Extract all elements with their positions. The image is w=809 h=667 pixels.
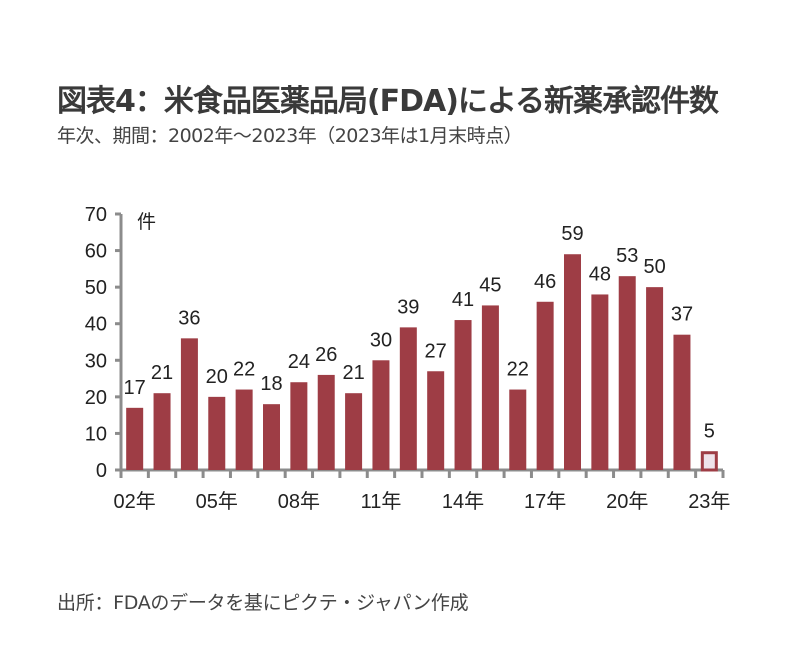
- bar: [263, 404, 280, 470]
- x-tick-label: 11年: [361, 490, 402, 513]
- bar: [564, 254, 581, 470]
- data-label: 26: [315, 344, 337, 366]
- data-label: 30: [370, 329, 392, 351]
- data-label: 24: [288, 351, 310, 373]
- bar: [591, 294, 609, 470]
- bars: [126, 254, 718, 472]
- data-label: 48: [589, 263, 611, 285]
- data-label: 46: [534, 271, 556, 293]
- bar: [481, 305, 499, 470]
- bar: [536, 301, 554, 470]
- data-label: 21: [151, 362, 173, 384]
- data-label: 41: [452, 289, 474, 311]
- bar: [208, 396, 226, 470]
- bar: [372, 360, 390, 470]
- bar: [126, 407, 144, 470]
- data-label: 36: [178, 307, 200, 329]
- y-tick-label: 40: [85, 314, 107, 336]
- x-tick-label: 17年: [524, 490, 566, 513]
- bar: [153, 393, 171, 470]
- data-label: 53: [616, 245, 638, 267]
- data-label: 22: [507, 359, 529, 381]
- y-tick-label: 0: [96, 460, 107, 482]
- y-tick-label: 70: [85, 204, 107, 226]
- chart-title: 図表4：米食品医薬品局(FDA)による新薬承認件数: [57, 84, 719, 119]
- data-label: 45: [479, 274, 501, 296]
- data-label: 5: [704, 421, 715, 443]
- y-tick-label: 60: [85, 241, 107, 263]
- source-note: 出所：FDAのデータを基にピクテ・ジャパン作成: [57, 592, 469, 614]
- bar: [180, 338, 198, 470]
- x-tick-label: 08年: [278, 490, 320, 513]
- bar: [235, 389, 253, 470]
- bar: [454, 320, 472, 470]
- bar: [399, 327, 417, 470]
- data-label: 20: [206, 366, 228, 388]
- bar: [673, 334, 691, 470]
- bar: [290, 382, 308, 470]
- data-label: 37: [671, 304, 693, 326]
- y-tick-label: 50: [85, 277, 107, 299]
- data-label: 17: [124, 377, 146, 399]
- bar: [509, 389, 527, 470]
- data-label: 21: [342, 362, 364, 384]
- x-tick-label: 20年: [606, 490, 648, 513]
- bar: [618, 276, 636, 470]
- data-label: 39: [397, 296, 419, 318]
- bar: [646, 287, 664, 470]
- bar-partial: [700, 451, 718, 472]
- bar: [427, 371, 445, 470]
- y-tick-label: 10: [85, 423, 107, 445]
- data-label: 27: [425, 340, 447, 362]
- data-label: 50: [643, 256, 665, 278]
- x-tick-label: 14年: [442, 490, 484, 513]
- data-label: 59: [561, 223, 583, 245]
- bar: [345, 393, 363, 470]
- x-tick-label: 02年: [114, 490, 156, 513]
- data-label: 18: [260, 373, 282, 395]
- x-tick-label: 23年: [688, 490, 730, 513]
- chart-subtitle: 年次、期間：2002年～2023年（2023年は1月末時点）: [57, 125, 523, 147]
- data-label: 22: [233, 359, 255, 381]
- y-axis: 0 10 20 30 40 50 60 70: [85, 204, 123, 482]
- x-axis: 02年 05年 08年 11年 14年 17年 20年 23年: [114, 468, 730, 513]
- y-tick-label: 20: [85, 387, 107, 409]
- y-tick-label: 30: [85, 350, 107, 372]
- x-tick-label: 05年: [196, 490, 238, 513]
- y-unit-label: 件: [137, 211, 156, 233]
- bar: [317, 374, 335, 470]
